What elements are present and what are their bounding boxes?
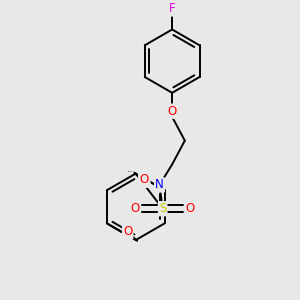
Text: O: O [139,173,148,186]
Text: O: O [167,105,177,118]
Text: O: O [186,202,195,215]
Text: methoxy: methoxy [128,171,134,172]
Text: S: S [159,202,166,215]
Text: O: O [130,202,140,215]
Text: O: O [123,225,132,238]
Text: N: N [155,178,164,191]
Text: H: H [142,177,150,188]
Text: F: F [169,2,175,15]
